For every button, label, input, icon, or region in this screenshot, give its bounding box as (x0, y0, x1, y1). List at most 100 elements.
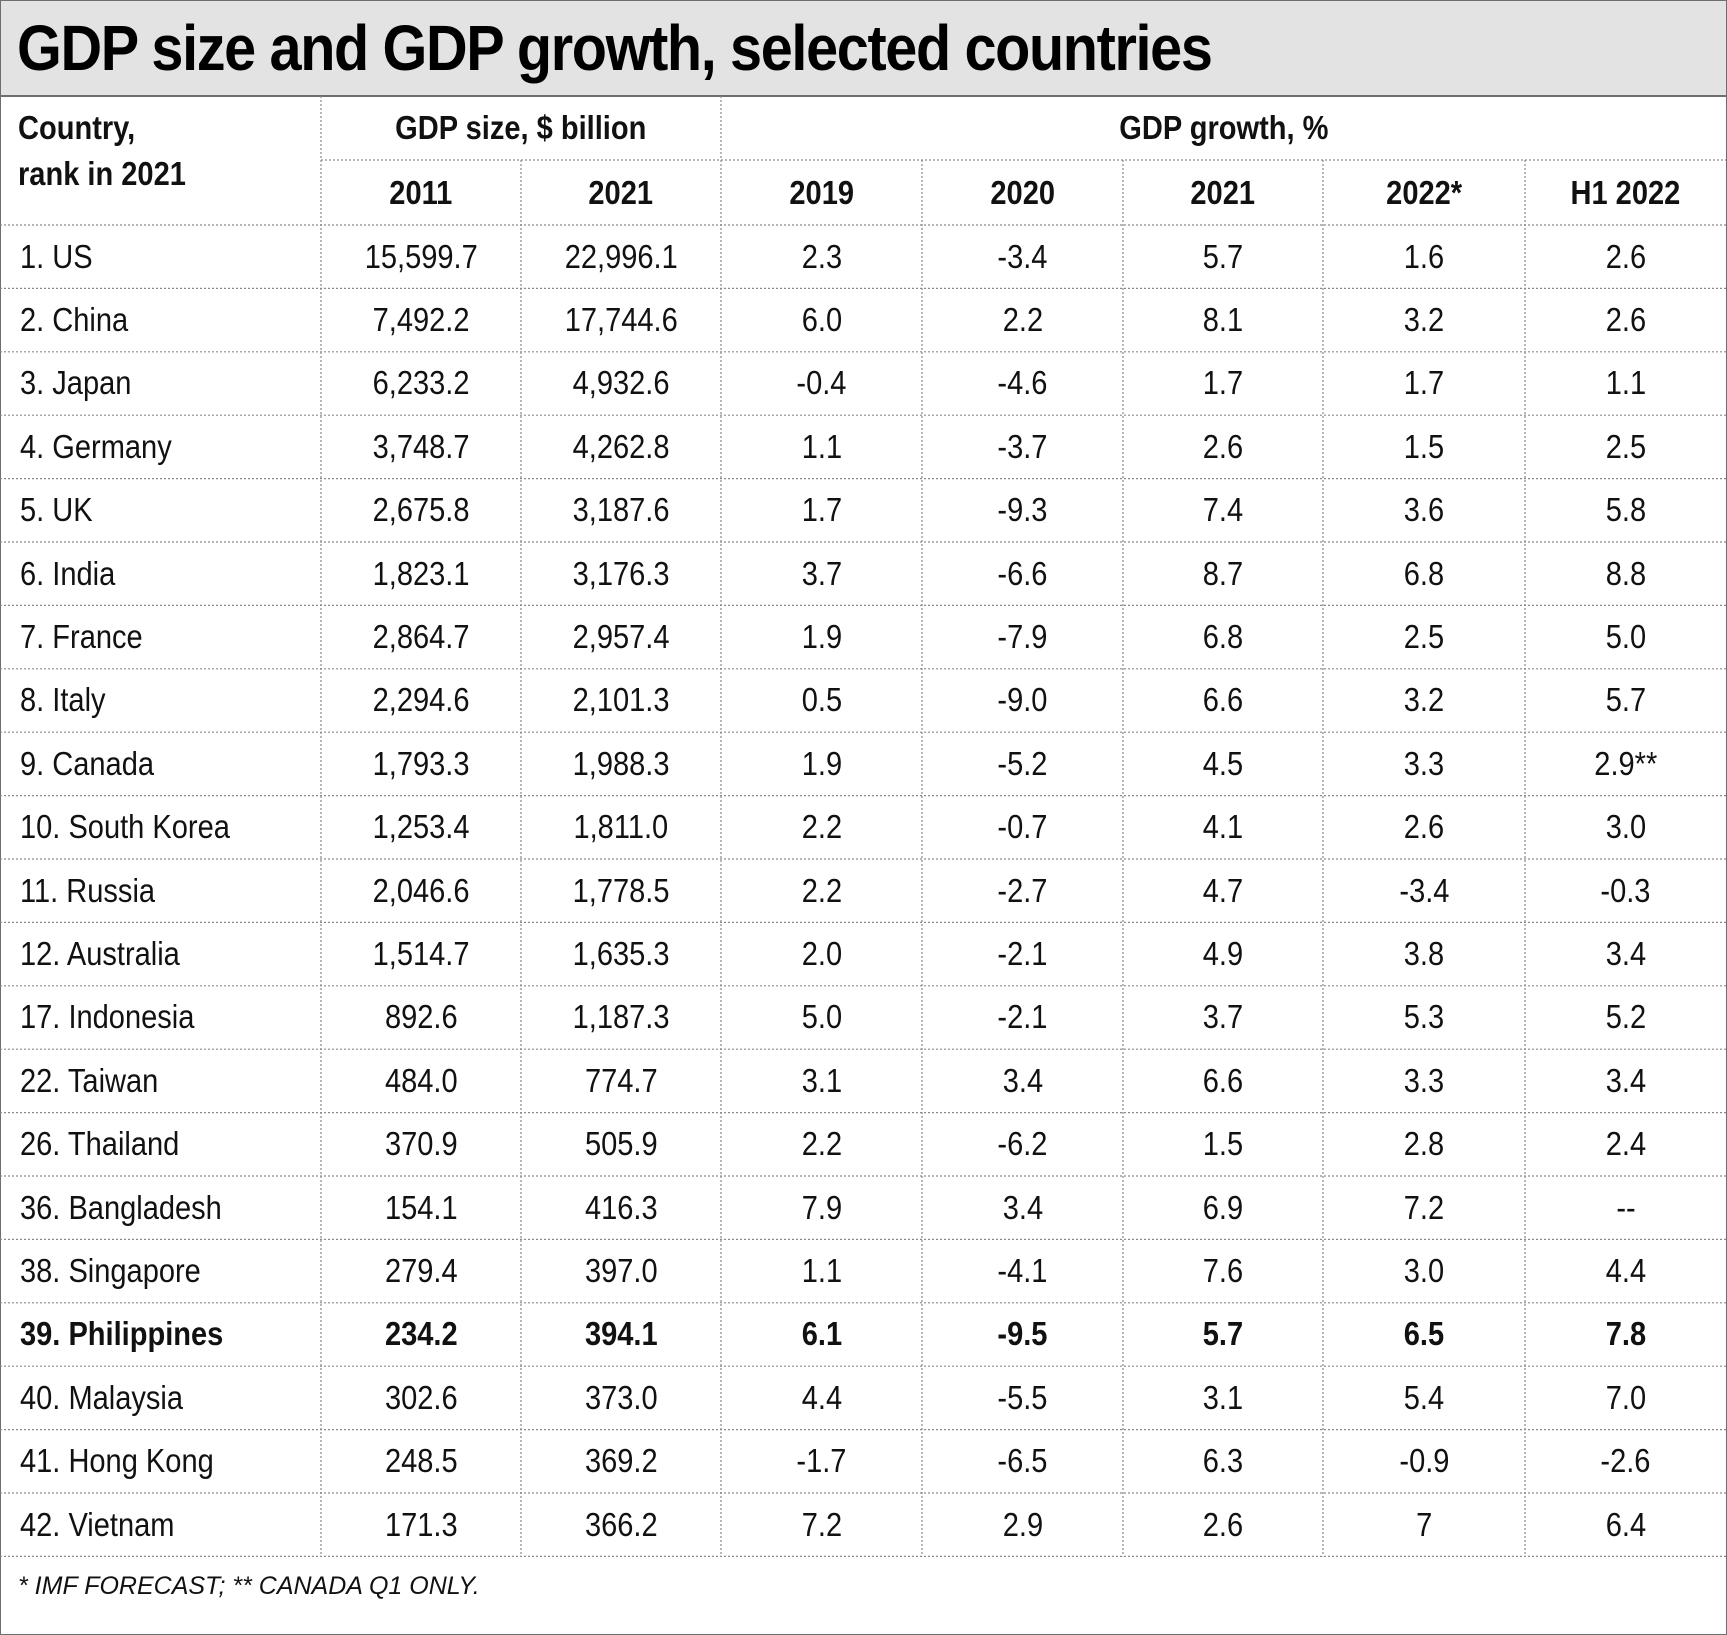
table-row-country: 40. Malaysia (20, 1378, 184, 1416)
table-cell: -0.7 (997, 808, 1048, 846)
table-cell: 17,744.6 (564, 301, 678, 339)
table-cell: 3.3 (1403, 744, 1445, 782)
table-cell: 366.2 (584, 1505, 658, 1543)
table-cell: -5.5 (997, 1378, 1048, 1416)
table-cell: 4.4 (801, 1378, 842, 1416)
table-cell: 248.5 (384, 1442, 458, 1480)
table-row-country: 42. Vietnam (20, 1505, 175, 1543)
table-cell: 1.1 (801, 1252, 842, 1290)
table-cell: -9.3 (997, 491, 1048, 529)
column-header-5: 2021 (1190, 173, 1256, 211)
table-row-country: 26. Thailand (20, 1125, 180, 1163)
table-row-country: 1. US (20, 237, 93, 275)
table-cell: 302.6 (384, 1378, 458, 1416)
table-cell: 6.4 (1605, 1505, 1646, 1543)
table-cell: 5.8 (1605, 491, 1646, 529)
table-cell: 2.6 (1605, 301, 1646, 339)
table-row-country: 11. Russia (20, 871, 156, 909)
table-row-country: 2. China (20, 301, 129, 339)
table-cell: 1,811.0 (573, 808, 669, 846)
table-row-country: 9. Canada (20, 744, 155, 782)
table-cell: 6.6 (1202, 1061, 1244, 1099)
table-cell: 2,294.6 (372, 681, 470, 719)
table-cell: 3,748.7 (372, 427, 470, 465)
table-cell: -2.6 (1600, 1442, 1651, 1480)
table-cell: 4.5 (1202, 744, 1244, 782)
table-cell: -0.3 (1600, 871, 1651, 909)
table-cell: -9.5 (997, 1315, 1048, 1353)
table-row-country: 7. France (20, 618, 143, 656)
table-cell: 3.0 (1605, 808, 1646, 846)
table-cell: 3.0 (1403, 1252, 1445, 1290)
table-cell: 0.5 (801, 681, 842, 719)
table-cell: 1,187.3 (572, 998, 670, 1036)
table-row-country: 5. UK (20, 491, 93, 529)
table-row-country: 4. Germany (20, 427, 172, 465)
table-cell: 505.9 (584, 1125, 658, 1163)
table-cell: 6.1 (801, 1315, 842, 1353)
table-row-country: 39. Philippines (20, 1315, 224, 1353)
table-cell: 2.2 (801, 1125, 842, 1163)
table-cell: 1.9 (801, 618, 842, 656)
table-cell: 2.8 (1403, 1125, 1445, 1163)
table-cell: 234.2 (384, 1315, 458, 1353)
table-cell: 3.6 (1403, 491, 1445, 529)
title-bar: GDP size and GDP growth, selected countr… (1, 1, 1726, 97)
table-cell: 3.3 (1403, 1061, 1445, 1099)
group-header-gdp-size: GDP size, $ billion (395, 109, 647, 146)
table-cell: 8.8 (1605, 554, 1646, 592)
table-cell: 7.4 (1202, 491, 1244, 529)
table-row-country: 12. Australia (20, 935, 180, 973)
table-cell: 3.7 (801, 554, 842, 592)
table-cell: 2.9** (1594, 744, 1657, 782)
column-header-7: H1 2022 (1570, 173, 1681, 211)
table-cell: 6.9 (1202, 1188, 1244, 1226)
table-cell: 5.0 (801, 998, 842, 1036)
table-cell: 5.7 (1605, 681, 1646, 719)
table-cell: 6.8 (1202, 618, 1244, 656)
table-cell: 1.5 (1403, 427, 1445, 465)
table-cell: 3.4 (1605, 1061, 1646, 1099)
table-cell: 3.7 (1202, 998, 1244, 1036)
table-cell: 2,864.7 (372, 618, 470, 656)
table-cell: 369.2 (584, 1442, 658, 1480)
table-cell: 7,492.2 (372, 301, 470, 339)
table-cell: 373.0 (584, 1378, 658, 1416)
table-cell: 6.8 (1403, 554, 1445, 592)
table-cell: -6.5 (997, 1442, 1048, 1480)
footnote: * IMF FORECAST; ** CANADA Q1 ONLY. (18, 1571, 480, 1600)
table-cell: -- (1615, 1188, 1636, 1226)
table-cell: 5.3 (1403, 998, 1445, 1036)
table-cell: 4.1 (1202, 808, 1244, 846)
table-cell: 7.0 (1605, 1378, 1646, 1416)
table-cell: 397.0 (584, 1252, 658, 1290)
column-header-6: 2022* (1386, 173, 1462, 211)
table-cell: 6.6 (1202, 681, 1244, 719)
table-row-country: 17. Indonesia (20, 998, 195, 1036)
table-cell: 6.0 (801, 301, 842, 339)
table-cell: 2,046.6 (372, 871, 470, 909)
table-cell: 3,187.6 (572, 491, 670, 529)
table-cell: 154.1 (384, 1188, 458, 1226)
table-cell: 6.3 (1202, 1442, 1244, 1480)
column-header-2: 2021 (588, 173, 654, 211)
table-cell: -1.7 (796, 1442, 847, 1480)
country-column-header: Country, rank in 2021 (18, 108, 186, 192)
table-cell: -3.7 (997, 427, 1048, 465)
table-cell: 2.2 (801, 808, 842, 846)
table-cell: 394.1 (584, 1315, 658, 1353)
table-cell: 8.7 (1202, 554, 1244, 592)
column-header-1: 2011 (389, 173, 453, 211)
table-cell: -2.1 (997, 998, 1048, 1036)
table-cell: 1.9 (801, 744, 842, 782)
table-cell: 892.6 (384, 998, 458, 1036)
table-cell: 2,101.3 (572, 681, 670, 719)
table-cell: 1,253.4 (372, 808, 470, 846)
table-cell: 8.1 (1202, 301, 1244, 339)
column-header-4: 2020 (990, 173, 1055, 211)
table-cell: 2.4 (1605, 1125, 1646, 1163)
table-cell: 22,996.1 (564, 237, 678, 275)
table-cell: -4.1 (997, 1252, 1048, 1290)
table-cell: 5.7 (1202, 237, 1244, 275)
